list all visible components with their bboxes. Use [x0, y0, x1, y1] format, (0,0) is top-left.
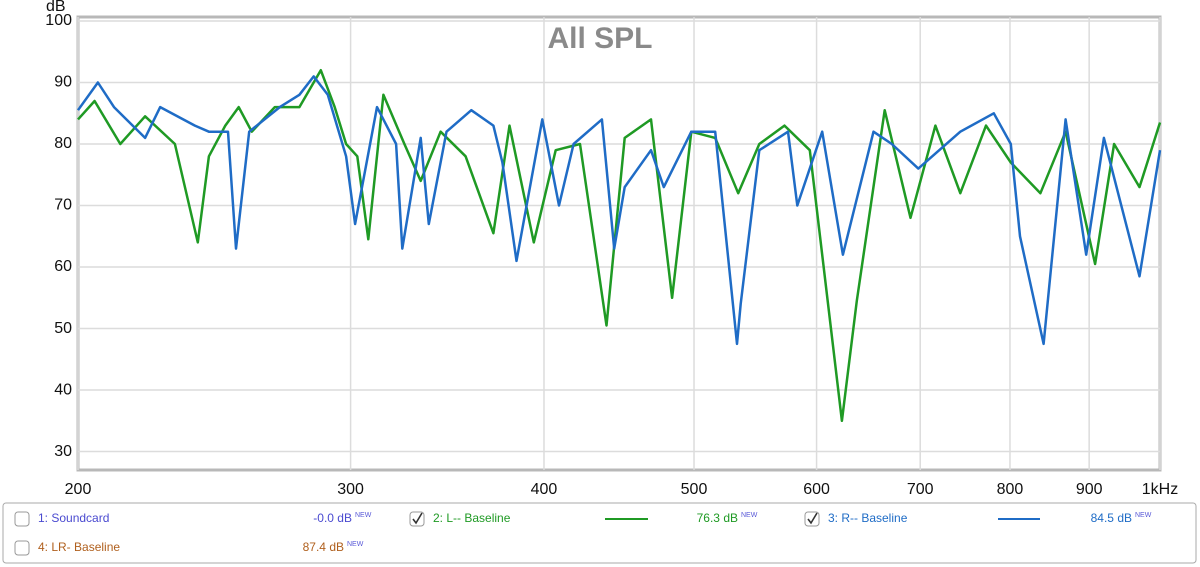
x-tick-label: 200: [65, 481, 92, 498]
legend-checkmark: [412, 512, 423, 525]
legend-badge: NEW: [347, 541, 364, 548]
plot: [76, 17, 1162, 470]
x-tick-label: 800: [997, 481, 1024, 498]
y-tick-label: 60: [54, 258, 72, 275]
legend-readout: 76.3 dB: [697, 511, 738, 525]
x-tick-label: 500: [681, 481, 708, 498]
y-tick-label: 30: [54, 443, 72, 460]
legend-checkmark: [807, 512, 818, 525]
legend-checkbox[interactable]: [14, 540, 30, 556]
x-tick-label: 1kHz: [1142, 481, 1178, 498]
legend-checkbox[interactable]: [14, 511, 30, 527]
legend-label: 2: L-- Baseline: [433, 511, 511, 525]
legend-label: 3: R-- Baseline: [828, 511, 908, 525]
y-tick-label: 100: [45, 12, 72, 29]
series-line: [76, 75, 1162, 346]
legend-badge: NEW: [355, 512, 372, 519]
legend-readout: -0.0 dB: [313, 511, 352, 525]
y-tick-label: 50: [54, 320, 72, 337]
legend-label: 1: Soundcard: [38, 511, 109, 525]
legend-panel: [2, 502, 1197, 564]
chart-title: All SPL: [547, 22, 652, 55]
x-tick-label: 600: [803, 481, 830, 498]
x-tick-label: 400: [531, 481, 558, 498]
legend-badge: NEW: [1135, 512, 1152, 519]
plot-frame: [76, 15, 1162, 472]
x-tick-label: 700: [907, 481, 934, 498]
y-axis-label: dB: [46, 0, 66, 15]
legend-readout: 87.4 dB: [303, 540, 344, 554]
x-tick-label: 900: [1076, 481, 1103, 498]
legend-readout: 84.5 dB: [1091, 511, 1132, 525]
legend-label: 4: LR- Baseline: [38, 540, 120, 554]
y-tick-label: 40: [54, 381, 72, 398]
y-tick-label: 70: [54, 197, 72, 214]
legend-badge: NEW: [741, 512, 758, 519]
y-tick-label: 80: [54, 135, 72, 152]
series-line: [77, 68, 1162, 423]
x-tick-label: 300: [337, 481, 364, 498]
y-tick-label: 90: [54, 74, 72, 91]
